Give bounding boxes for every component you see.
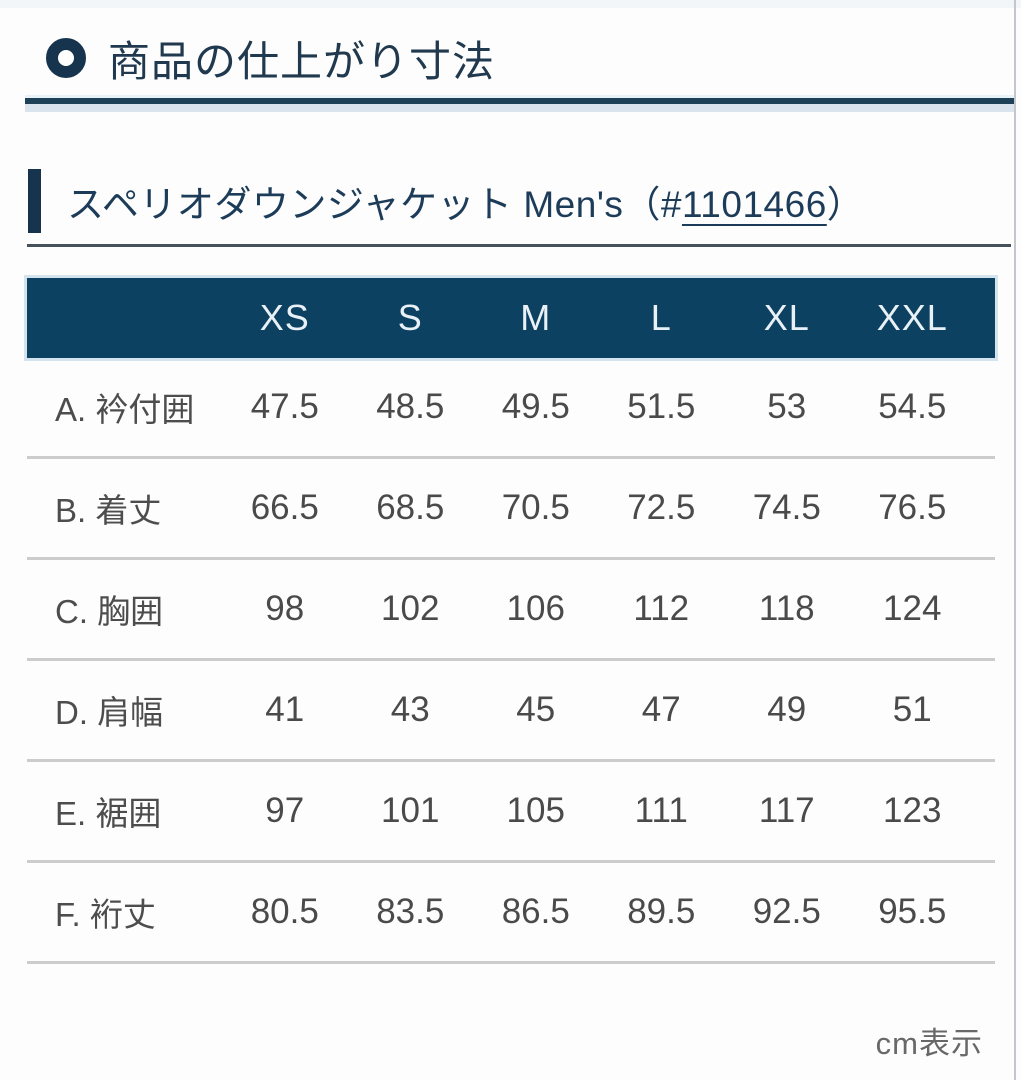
- measurement-value: 111: [634, 791, 688, 830]
- size-table-row: D. 肩幅 41 43 45 47 49 51: [27, 661, 995, 762]
- measurement-value: 54.5: [878, 387, 947, 426]
- measurement-value: 72.5: [627, 488, 696, 527]
- measurement-value: 86.5: [501, 892, 570, 931]
- measurement-label: F. 裄丈: [55, 896, 156, 933]
- size-column-header: M: [520, 297, 552, 338]
- measurement-value: 49: [767, 690, 807, 729]
- measurement-label: D. 肩幅: [55, 694, 164, 731]
- measurement-value: 66.5: [250, 488, 319, 527]
- measurement-value: 76.5: [878, 488, 947, 527]
- product-title-row: スペリオダウンジャケット Men's（#1101466）: [28, 168, 1007, 234]
- unit-note: cm表示: [875, 1026, 983, 1061]
- measurement-value: 117: [758, 791, 815, 830]
- measurement-value: 74.5: [752, 488, 821, 527]
- size-column-header: XXL: [876, 297, 948, 338]
- ring-bullet-icon: [46, 38, 86, 78]
- measurement-value: 80.5: [250, 892, 319, 931]
- measurement-value: 47: [641, 690, 681, 729]
- measurement-value: 97: [265, 791, 305, 830]
- size-table-row: C. 胸囲 98 102 106 112 118 124: [27, 560, 995, 661]
- page-top-edge: [0, 0, 1021, 8]
- size-column-header: S: [397, 297, 423, 338]
- measurement-value: 47.5: [250, 387, 319, 426]
- product-title-underline: [27, 244, 1011, 247]
- section-header: 商品の仕上がり寸法: [46, 30, 991, 86]
- size-table-row: F. 裄丈 80.5 83.5 86.5 89.5 92.5 95.5: [27, 863, 995, 964]
- measurement-value: 102: [381, 589, 440, 628]
- measurement-value: 53: [767, 387, 807, 426]
- size-table-row: B. 着丈 66.5 68.5 70.5 72.5 74.5 76.5: [27, 459, 995, 560]
- size-table: XS S M L XL XXL A. 衿付囲 47.5 48.5 49.5 51.5 53 54.5 B…: [24, 275, 998, 964]
- measurement-value: 112: [633, 589, 690, 628]
- section-title: 商品の仕上がり寸法: [108, 37, 496, 85]
- measurement-value: 106: [506, 589, 565, 628]
- measurement-value: 45: [516, 690, 556, 729]
- measurement-value: 70.5: [501, 488, 570, 527]
- measurement-value: 51.5: [627, 387, 696, 426]
- page-right-edge: [1014, 0, 1016, 1080]
- measurement-value: 49.5: [501, 387, 570, 426]
- product-title: スペリオダウンジャケット Men's（#1101466）: [67, 174, 864, 228]
- size-column-header: L: [650, 297, 672, 338]
- measurement-value: 98: [265, 589, 305, 628]
- measurement-value: 89.5: [627, 892, 696, 931]
- measurement-label: A. 衿付囲: [55, 391, 195, 428]
- measurement-value: 123: [883, 791, 942, 830]
- measurement-label: B. 着丈: [55, 492, 162, 529]
- measurement-value: 41: [265, 690, 305, 729]
- measurement-label: C. 胸囲: [55, 593, 164, 630]
- product-code-link[interactable]: 1101466: [681, 184, 827, 225]
- measurement-value: 95.5: [878, 892, 947, 931]
- measurement-value: 92.5: [752, 892, 821, 931]
- size-table-body: A. 衿付囲 47.5 48.5 49.5 51.5 53 54.5 B. 着丈 66.5 68.…: [27, 358, 995, 964]
- measurement-value: 48.5: [376, 387, 445, 426]
- size-table-row: A. 衿付囲 47.5 48.5 49.5 51.5 53 54.5: [27, 358, 995, 459]
- measurement-value: 83.5: [376, 892, 445, 931]
- section-header-divider: [25, 95, 1015, 112]
- measurement-value: 51: [892, 690, 932, 729]
- measurement-value: 43: [390, 690, 430, 729]
- measurement-label: E. 裾囲: [55, 795, 162, 832]
- measurement-value: 118: [758, 589, 815, 628]
- size-table-header-row: XS S M L XL XXL: [24, 275, 998, 361]
- size-column-header: XS: [259, 297, 310, 338]
- size-table-row: E. 裾囲 97 101 105 111 117 123: [27, 762, 995, 863]
- measurement-value: 101: [381, 791, 440, 830]
- measurement-value: 124: [883, 589, 942, 628]
- product-title-prefix: スペリオダウンジャケット Men's（#: [67, 184, 682, 225]
- title-accent-bar: [28, 169, 41, 233]
- measurement-value: 105: [506, 791, 565, 830]
- product-title-suffix: ）: [826, 184, 865, 225]
- measurement-value: 68.5: [376, 488, 445, 527]
- size-column-header: XL: [763, 297, 810, 338]
